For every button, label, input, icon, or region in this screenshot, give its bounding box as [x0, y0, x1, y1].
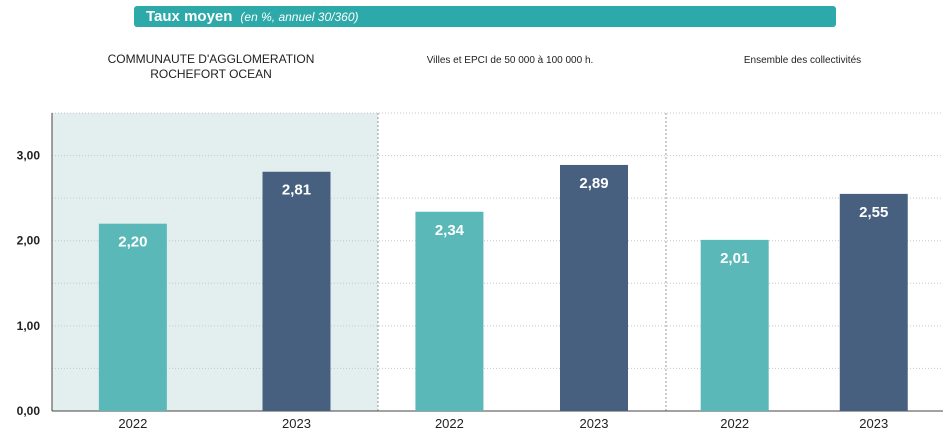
group-title-ensemble: Ensemble des collectivités — [680, 53, 925, 68]
x-tick-label: 2022 — [720, 416, 749, 431]
y-tick-label: 1,00 — [17, 319, 41, 333]
group-title-line: Villes et EPCI de 50 000 à 100 000 h. — [426, 55, 594, 66]
group-title-rochefort: COMMUNAUTE D'AGGLOMERATION ROCHEFORT OCE… — [70, 52, 352, 82]
bar-value-label: 2,01 — [720, 250, 749, 267]
group-title-line: Ensemble des collectivités — [743, 55, 862, 66]
y-tick-label: 2,00 — [17, 234, 41, 248]
bar-value-label: 2,20 — [118, 234, 147, 251]
group-title-villes: Villes et EPCI de 50 000 à 100 000 h. — [380, 53, 640, 68]
bar — [839, 193, 908, 411]
group-title-line: ROCHEFORT OCEAN — [150, 67, 272, 81]
group-title-line: COMMUNAUTE D'AGGLOMERATION — [107, 52, 315, 66]
bar — [98, 223, 167, 411]
chart-subtitle: (en %, annuel 30/360) — [240, 9, 359, 24]
bar — [262, 171, 331, 411]
x-tick-label: 2023 — [859, 416, 888, 431]
chart-title: Taux moyen — [146, 8, 233, 25]
y-tick-label: 0,00 — [17, 404, 41, 418]
x-tick-label: 2022 — [435, 416, 464, 431]
bar — [560, 164, 628, 411]
bar-value-label: 2,89 — [579, 175, 608, 192]
bar — [700, 239, 769, 411]
bar-value-label: 2,81 — [282, 182, 311, 199]
x-tick-label: 2022 — [118, 416, 147, 431]
x-tick-label: 2023 — [580, 416, 609, 431]
chart-title-banner: Taux moyen (en %, annuel 30/360) — [134, 6, 836, 27]
y-tick-label: 3,00 — [17, 149, 41, 163]
bar-value-label: 2,55 — [859, 204, 888, 221]
bar — [415, 211, 484, 411]
x-tick-label: 2023 — [282, 416, 311, 431]
bar-value-label: 2,34 — [435, 222, 465, 239]
